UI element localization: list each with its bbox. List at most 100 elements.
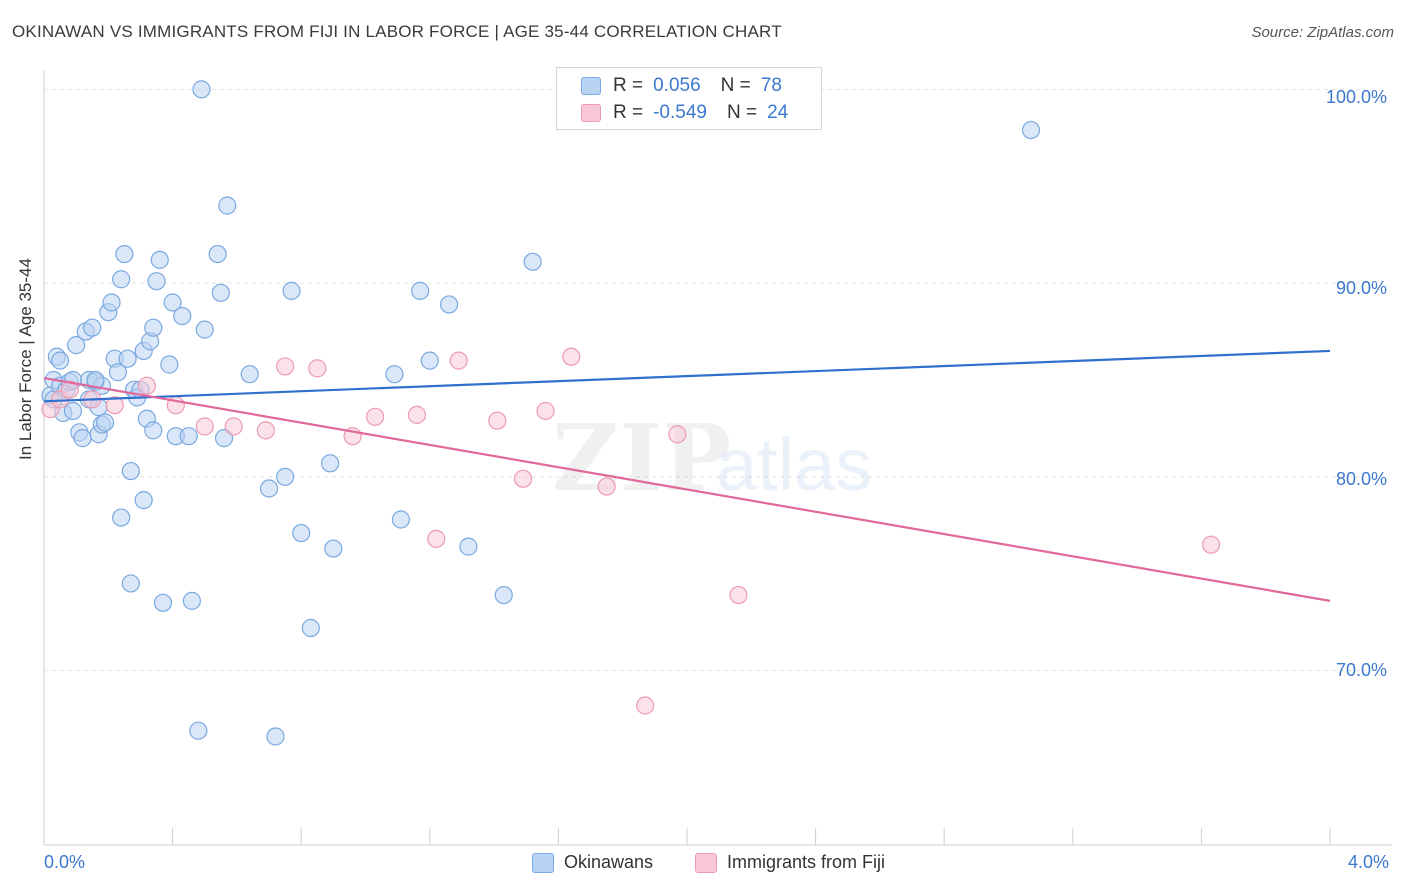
bottom-legend-okinawans: Okinawans [532, 852, 653, 873]
series-fiji-points [41, 347, 1221, 715]
okinawans-point-72 [494, 585, 513, 605]
chart-title: OKINAWAN VS IMMIGRANTS FROM FIJI IN LABO… [12, 22, 782, 41]
okinawans-point-25 [108, 363, 128, 382]
x-tick-label-max: 4.0% [1348, 852, 1390, 872]
okinawans-point-62 [292, 523, 311, 543]
okinawans-point-49 [182, 591, 201, 610]
okinawans-point-63 [301, 618, 320, 638]
legend-swatch-okinawans [581, 77, 601, 95]
okinawans-point-55 [214, 429, 234, 448]
okinawans-point-60 [276, 467, 295, 486]
okinawans-point-57 [240, 365, 259, 384]
fiji-point-18 [513, 469, 533, 488]
fiji-point-4 [105, 396, 124, 415]
fiji-point-11 [308, 359, 327, 378]
bottom-legend-label-okinawans: Okinawans [564, 852, 654, 872]
fiji-point-22 [636, 696, 655, 715]
okinawans-point-68 [411, 281, 430, 300]
okinawans-point-59 [266, 727, 285, 746]
correlation-legend: R = 0.056 N = 78 R = -0.549 N = 24 [556, 67, 822, 130]
okinawans-point-71 [459, 537, 478, 556]
legend-swatch-fiji [581, 104, 601, 122]
okinawans-point-77 [86, 370, 105, 390]
okinawans-point-41 [147, 272, 166, 291]
watermark-zip: ZIP [552, 404, 731, 512]
okinawans-point-27 [115, 244, 134, 264]
series-okinawans-points [41, 80, 1041, 746]
legend-n-label: N = [726, 102, 758, 123]
legend-r-label: R = [613, 75, 644, 96]
legend-row-okinawans: R = 0.056 N = 78 [581, 73, 782, 99]
fiji-point-5 [137, 376, 156, 395]
fiji-point-13 [366, 407, 385, 426]
fiji-point-20 [562, 347, 581, 366]
okinawans-point-42 [150, 250, 169, 269]
okinawans-point-45 [163, 293, 182, 312]
bottom-legend-fiji: Immigrants from Fiji [695, 852, 885, 873]
legend-n-value: 78 [760, 75, 782, 96]
fiji-point-2 [60, 380, 79, 399]
trend-lines [43, 349, 1331, 602]
okinawans-point-9 [67, 336, 86, 355]
okinawans-point-54 [211, 283, 230, 302]
fiji-point-16 [449, 351, 468, 370]
okinawans-point-58 [259, 479, 279, 498]
y-tick-label-100: 100.0% [1326, 87, 1388, 107]
okinawans-point-51 [192, 80, 211, 99]
fiji-point-14 [407, 405, 427, 424]
okinawans-point-47 [173, 306, 192, 326]
legend-row-fiji: R = -0.549 N = 24 [581, 100, 788, 126]
fiji-point-25 [1201, 535, 1221, 554]
fiji-point-7 [195, 417, 214, 436]
okinawans-point-8 [63, 401, 83, 421]
okinawans-point-53 [208, 244, 227, 264]
okinawans-point-64 [321, 454, 340, 473]
legend-n-label: N = [720, 75, 751, 96]
fiji-point-15 [427, 529, 446, 548]
okinawans-point-26 [112, 270, 131, 289]
legend-r-label: R = [613, 102, 644, 123]
fiji-point-10 [276, 357, 295, 376]
legend-r-value: 0.056 [653, 75, 701, 96]
y-tick-label-70: 70.0% [1336, 660, 1388, 680]
watermark-atlas: atlas [716, 423, 872, 506]
okinawans-point-70 [439, 295, 459, 314]
fiji-point-9 [256, 421, 275, 440]
fiji-point-17 [488, 411, 507, 430]
okinawans-point-37 [112, 508, 131, 527]
okinawans-trend-line [43, 349, 1331, 403]
okinawans-point-73 [523, 252, 542, 271]
okinawans-point-75 [50, 351, 70, 370]
fiji-trend-line [43, 376, 1331, 602]
okinawans-point-29 [121, 461, 140, 481]
okinawans-point-65 [324, 539, 343, 558]
okinawans-point-15 [83, 318, 102, 337]
y-axis-label: In Labor Force | Age 35-44 [16, 258, 35, 460]
okinawans-point-39 [144, 421, 163, 440]
bottom-swatch-okinawans [532, 852, 554, 873]
okinawans-point-52 [195, 320, 214, 339]
okinawans-point-56 [218, 196, 237, 215]
fiji-point-23 [668, 425, 687, 444]
okinawans-point-21 [95, 413, 115, 432]
fiji-point-8 [224, 417, 243, 436]
fiji-point-19 [536, 401, 555, 421]
okinawans-point-23 [102, 293, 121, 312]
axis-layer [43, 70, 1392, 846]
source-label: Source: ZipAtlas.com [1251, 24, 1394, 41]
fiji-point-24 [729, 585, 748, 605]
okinawans-point-61 [282, 281, 301, 300]
fiji-point-21 [597, 477, 616, 496]
legend-n-value: 24 [767, 102, 789, 123]
y-tick-label-90: 90.0% [1336, 278, 1388, 298]
okinawans-point-67 [391, 510, 410, 529]
okinawans-point-11 [73, 429, 92, 448]
okinawans-point-44 [160, 355, 179, 374]
okinawans-point-74 [1021, 120, 1041, 140]
bottom-legend-label-fiji: Immigrants from Fiji [727, 852, 886, 872]
okinawans-point-30 [121, 574, 140, 593]
x-tick-label-min: 0.0% [44, 852, 86, 872]
okinawans-point-48 [179, 427, 198, 446]
y-tick-label-80: 80.0% [1336, 469, 1388, 489]
